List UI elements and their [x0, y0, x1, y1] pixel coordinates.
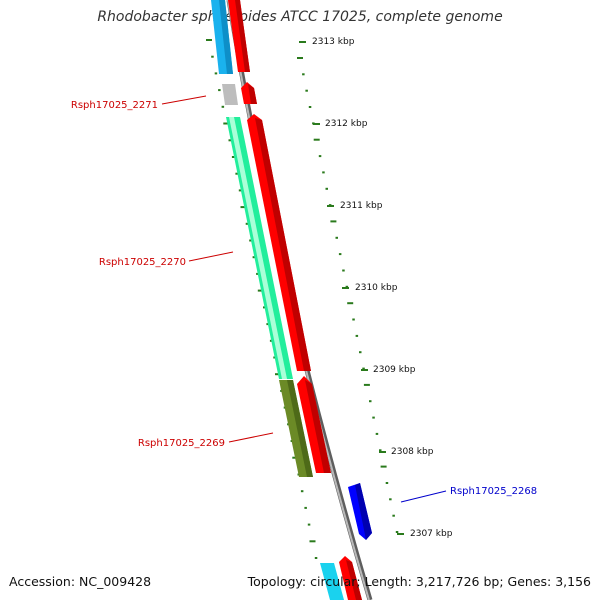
scale-label: 2308 kbp: [391, 447, 434, 457]
gene-label-2271[interactable]: Rsph17025_2271: [71, 100, 158, 111]
gc-skew-track-inner: [206, 39, 318, 559]
cds-red-2271-arrow-shade: [248, 84, 257, 104]
cds-olive-2269-shade: [287, 380, 313, 477]
gene-label-2270[interactable]: Rsph17025_2270: [99, 257, 186, 268]
cds-red-lower-shade: [305, 380, 331, 473]
cds-cyan-top-shade: [219, 0, 233, 74]
label-leader-2271: [161, 95, 207, 105]
gene-label-2269[interactable]: Rsph17025_2269: [138, 438, 225, 449]
scale-label: 2313 kbp: [312, 37, 355, 47]
label-leader-2269: [228, 432, 274, 443]
gene-label-2268[interactable]: Rsph17025_2268: [450, 486, 537, 497]
topology-label: Topology: circular; Length: 3,217,726 bp…: [247, 574, 591, 589]
scale-label: 2309 kbp: [373, 365, 416, 375]
scale-label: 2311 kbp: [340, 201, 383, 211]
accession-label: Accession: NC_009428: [9, 574, 152, 589]
gene-labels: Rsph17025_2271 Rsph17025_2270 Rsph17025_…: [71, 95, 537, 503]
cds-green-2270-hl: [229, 117, 287, 379]
scale-ruler: 2313 kbp 2312 kbp 2311 kbp 2310 kbp 2309…: [299, 37, 453, 539]
cds-red-top-shade: [235, 0, 250, 72]
scale-label: 2307 kbp: [410, 529, 453, 539]
gc-skew-track-outer: [297, 57, 399, 533]
cds-grey-2271: [222, 84, 238, 105]
map-title: Rhodobacter sphaeroides ATCC 17025, comp…: [97, 9, 503, 25]
cds-red-long-shade: [255, 118, 311, 371]
cds-cyan-bottom: [320, 563, 344, 600]
cds-blue-2268-shade: [355, 483, 372, 540]
cds-red-bottom-shade: [346, 560, 362, 600]
scale-label: 2312 kbp: [325, 119, 368, 129]
label-leader-2270: [188, 251, 234, 262]
label-leader-2268: [400, 490, 447, 503]
cds-features: [211, 0, 372, 600]
scale-label: 2310 kbp: [355, 283, 398, 293]
